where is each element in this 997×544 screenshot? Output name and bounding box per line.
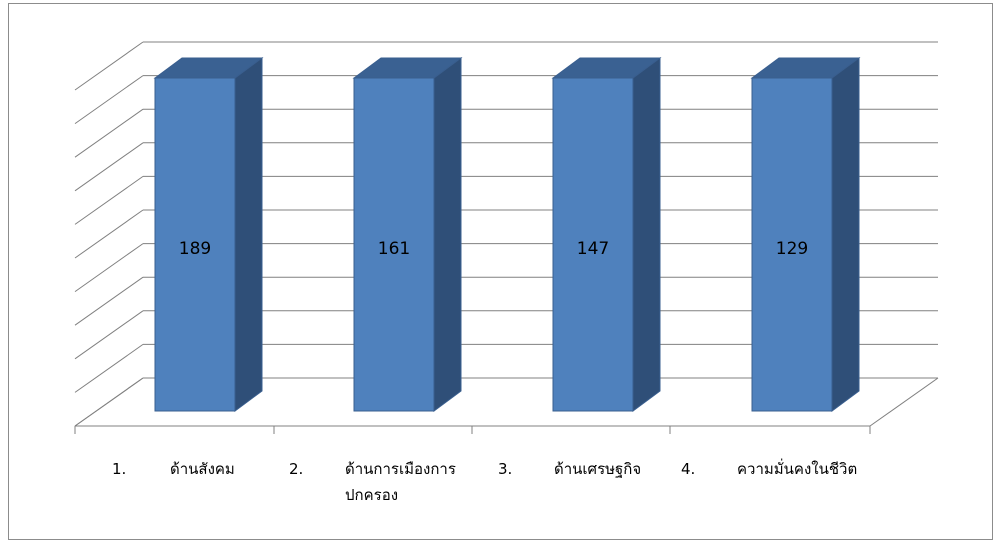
bar (552, 77, 634, 412)
category-label-line: ปกครอง (345, 486, 399, 504)
category-label: ด้านเศรษฐกิจ (554, 456, 704, 482)
bar-value-label: 189 (179, 239, 211, 259)
bar-value-label: 129 (776, 239, 808, 259)
category-number: 3. (498, 460, 513, 478)
category-label: ด้านสังคม (170, 456, 320, 482)
side-wall-line (74, 276, 144, 326)
bar (154, 77, 236, 412)
category-label-line: ด้านสังคม (170, 460, 235, 478)
bar (353, 77, 435, 412)
side-wall-line (74, 209, 144, 259)
category-number: 2. (289, 460, 304, 478)
bar-value-label: 147 (577, 239, 609, 259)
side-wall-line (74, 41, 144, 91)
bar-side-face (234, 57, 263, 412)
side-wall-line (74, 108, 144, 158)
category-label-line: ด้านเศรษฐกิจ (554, 460, 642, 478)
bar-side-face (831, 57, 860, 412)
category-label-line: ด้านการเมืองการ (345, 460, 456, 478)
chart-value-labels: 189 161 147 129 (179, 239, 808, 259)
floor-left-edge (74, 377, 144, 427)
category-number: 1. (112, 460, 127, 478)
bar (751, 77, 833, 412)
category-label: ด้านการเมืองการปกครอง (345, 456, 495, 508)
category-number: 4. (681, 460, 696, 478)
side-wall-line (74, 142, 144, 192)
bar-side-face (433, 57, 462, 412)
side-wall-line (74, 310, 144, 360)
bar-side-face (632, 57, 661, 412)
category-label-line: ความมั่นคงในชีวิต (737, 460, 858, 478)
floor-right-edge (869, 377, 939, 427)
side-wall-line (74, 343, 144, 393)
side-wall-line (74, 75, 144, 125)
side-wall-line (74, 175, 144, 225)
side-wall-line (74, 243, 144, 293)
category-label: ความมั่นคงในชีวิต (737, 456, 887, 482)
bar-value-label: 161 (378, 239, 410, 259)
chart-bars (153, 57, 861, 412)
